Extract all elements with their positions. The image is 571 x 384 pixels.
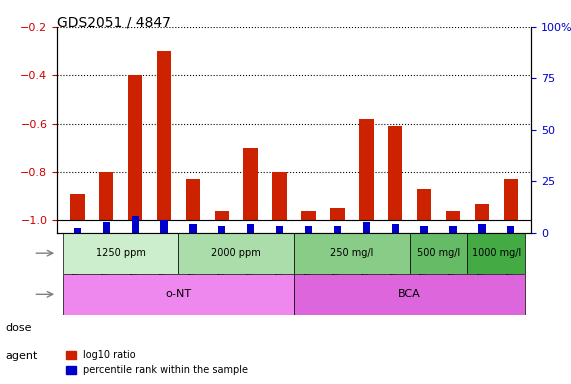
Bar — [190, 224, 196, 233]
Bar — [504, 179, 518, 220]
Bar — [186, 179, 200, 220]
Text: dose: dose — [6, 323, 32, 333]
Text: 2000 ppm: 2000 ppm — [211, 248, 261, 258]
Bar — [449, 227, 457, 233]
Bar — [409, 233, 468, 274]
Bar — [305, 227, 312, 233]
Bar — [420, 227, 428, 233]
Bar — [131, 216, 139, 233]
Bar — [160, 220, 168, 233]
Bar — [157, 51, 171, 220]
Text: 250 mg/l: 250 mg/l — [330, 248, 373, 258]
Bar — [179, 233, 294, 274]
Bar — [388, 126, 403, 220]
Bar — [63, 233, 179, 274]
Bar — [218, 227, 226, 233]
Bar — [294, 233, 409, 274]
Bar — [276, 227, 283, 233]
Text: 1250 ppm: 1250 ppm — [96, 248, 146, 258]
Text: o-NT: o-NT — [166, 289, 191, 299]
Text: GDS2051 / 4847: GDS2051 / 4847 — [57, 15, 171, 29]
Bar — [272, 172, 287, 220]
Bar — [99, 172, 114, 220]
Bar — [475, 204, 489, 220]
Bar — [301, 211, 316, 220]
Bar — [330, 209, 345, 220]
Bar — [468, 233, 525, 274]
Bar — [417, 189, 431, 220]
Bar — [478, 224, 485, 233]
Text: 500 mg/l: 500 mg/l — [417, 248, 460, 258]
Bar — [63, 274, 294, 315]
Bar — [392, 224, 399, 233]
Bar — [215, 211, 229, 220]
Legend: log10 ratio, percentile rank within the sample: log10 ratio, percentile rank within the … — [62, 346, 252, 379]
Bar — [74, 228, 81, 233]
Bar — [70, 194, 85, 220]
Bar — [243, 148, 258, 220]
Bar — [103, 222, 110, 233]
Bar — [446, 211, 460, 220]
Bar — [247, 224, 254, 233]
Text: 1000 mg/l: 1000 mg/l — [472, 248, 521, 258]
Bar — [128, 75, 142, 220]
Bar — [363, 222, 370, 233]
Text: BCA: BCA — [399, 289, 421, 299]
Bar — [507, 227, 514, 233]
Bar — [359, 119, 373, 220]
Bar — [294, 274, 525, 315]
Bar — [334, 227, 341, 233]
Text: agent: agent — [6, 351, 38, 361]
